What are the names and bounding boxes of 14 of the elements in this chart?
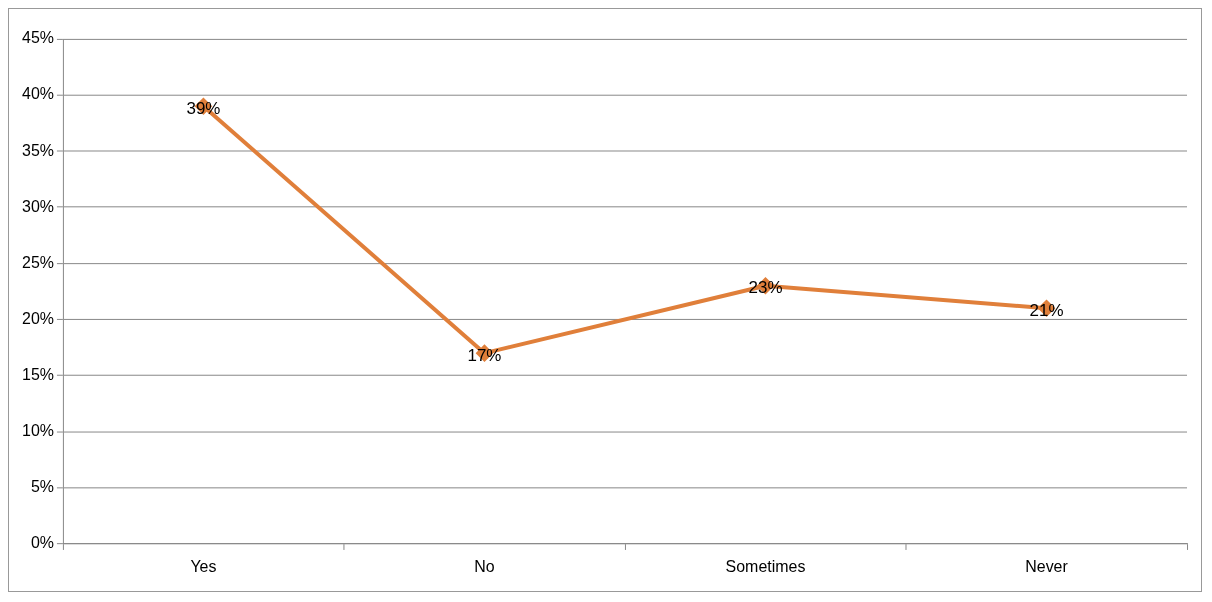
x-tick-label: No [474,557,495,575]
y-tick-label: 15% [22,366,54,383]
x-tick-label: Sometimes [725,557,806,575]
y-tick-label: 40% [22,85,54,103]
y-tick-label: 25% [22,253,54,271]
x-tick-label: Never [1025,557,1069,575]
y-tick-label: 0% [30,534,54,552]
y-tick-label: 30% [22,197,54,215]
x-tick-label: Yes [190,557,217,575]
y-tick-label: 20% [22,309,54,327]
y-tick-label: 35% [22,141,54,159]
y-tick-label: 5% [30,478,54,496]
y-tick-label: 10% [22,422,54,440]
y-tick-label: 45% [22,29,54,47]
